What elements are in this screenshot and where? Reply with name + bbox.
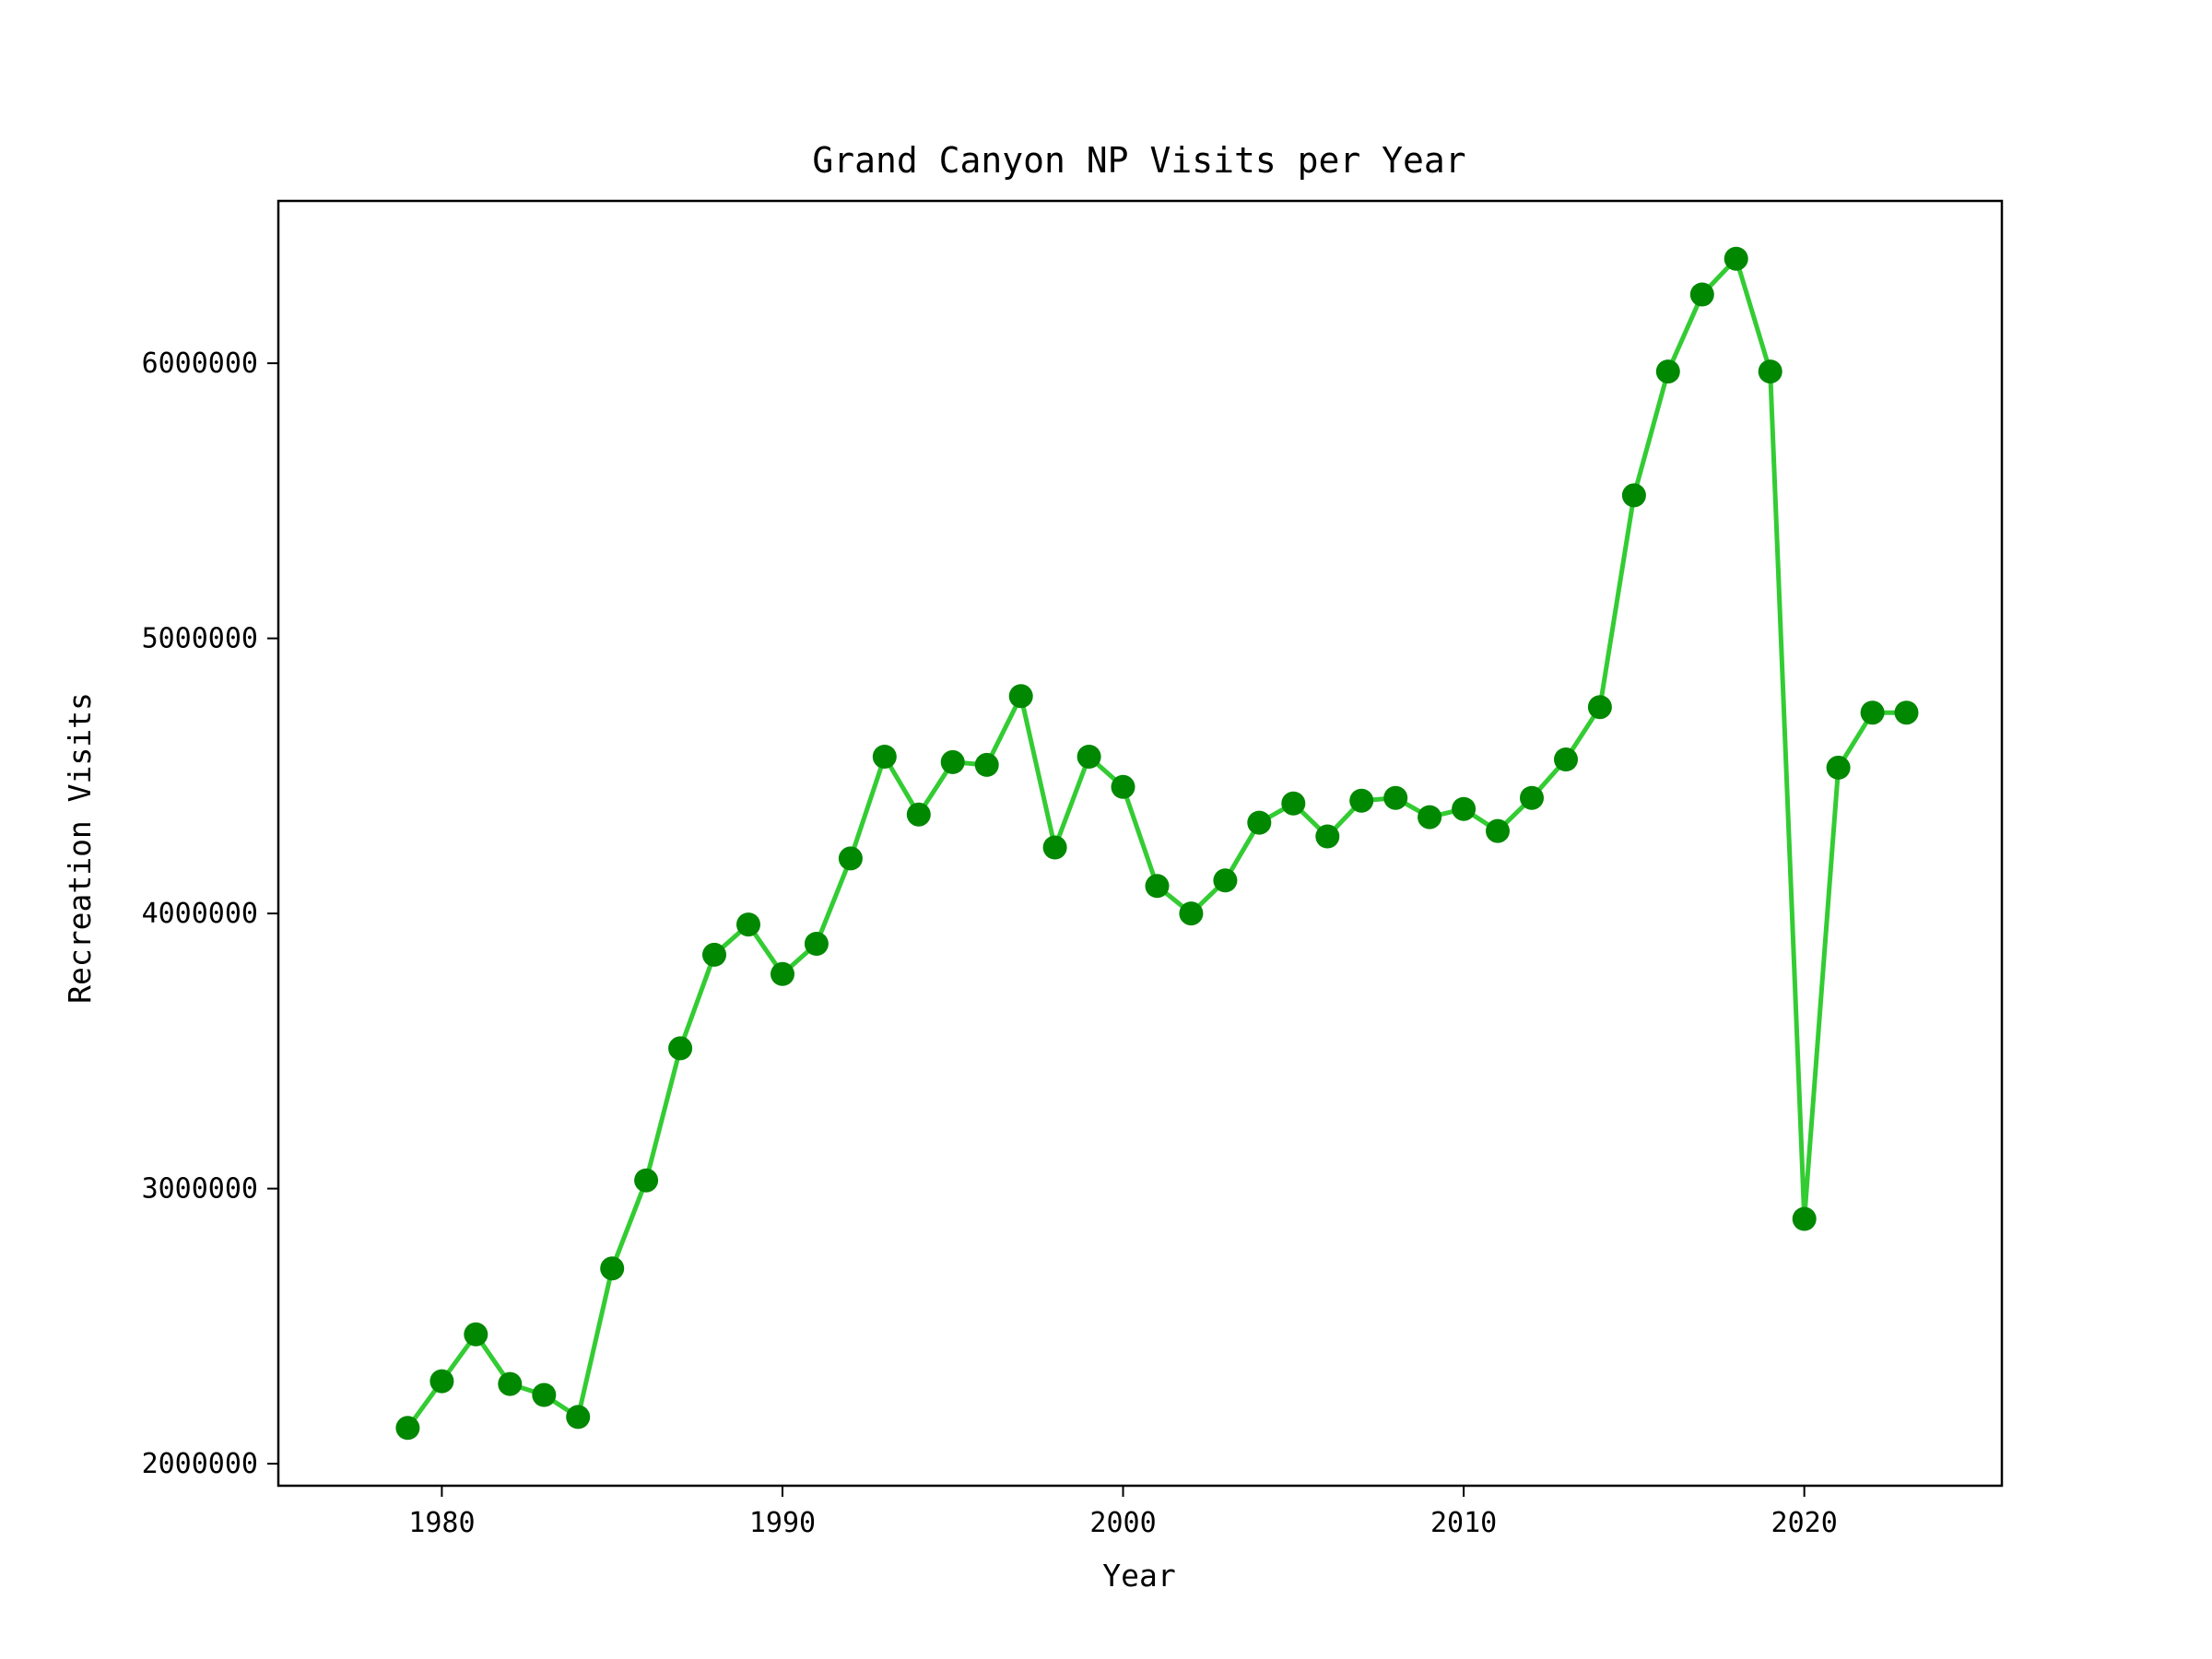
data-point [906,802,931,827]
data-point [532,1382,557,1407]
plot-area-frame [276,199,2004,1488]
y-tick-label: 4000000 [142,898,258,930]
y-tick-label: 2000000 [142,1448,258,1480]
data-point [1621,483,1646,508]
data-point [1587,695,1612,720]
data-point [1008,684,1033,709]
data-point [702,942,726,967]
data-point [1554,747,1578,771]
y-axis-label: Recreation Visits [62,692,98,1004]
data-point [1281,791,1306,816]
data-point [668,1036,693,1061]
data-point [464,1322,488,1347]
data-point [1689,282,1714,307]
data-point [1349,788,1374,813]
data-point [1758,359,1783,384]
data-point [1655,359,1680,384]
data-point [566,1405,591,1430]
data-point [1486,818,1510,843]
data-point [1418,805,1442,830]
y-axis-ticks: 2000000 3000000 4000000 5000000 6000000 [142,347,278,1480]
data-point [804,932,829,956]
data-point [429,1369,454,1394]
data-point [395,1416,420,1441]
data-point [634,1168,659,1193]
x-tick-label: 2010 [1430,1507,1497,1539]
data-point [1145,874,1170,899]
data-point [1315,824,1340,849]
y-tick-label: 5000000 [142,623,258,655]
data-point [1792,1206,1817,1231]
data-point [1077,745,1101,769]
x-tick-label: 1990 [749,1507,816,1539]
data-point [1111,774,1135,799]
data-point [1179,901,1204,926]
data-point [1860,700,1885,725]
x-tick-label: 1980 [408,1507,475,1539]
data-point [1452,796,1477,821]
data-point [600,1256,625,1281]
data-point [1520,785,1544,810]
data-point [1383,785,1408,810]
data-point [1213,868,1238,893]
data-point [1894,700,1919,725]
data-point [498,1371,523,1396]
data-point [838,846,863,871]
chart-title: Grand Canyon NP Visits per Year [812,140,1465,181]
series-layer [395,246,1919,1441]
x-tick-label: 2000 [1089,1507,1156,1539]
data-point [974,752,999,777]
data-point [940,749,965,774]
data-point [1724,246,1748,271]
data-point [1826,755,1851,780]
x-tick-label: 2020 [1771,1507,1838,1539]
x-axis-label: Year [1102,1558,1175,1594]
y-tick-label: 3000000 [142,1173,258,1206]
y-tick-label: 6000000 [142,347,258,380]
x-axis-ticks: 1980 1990 2000 2010 2020 [408,1486,1838,1539]
data-point [872,745,897,769]
data-point [736,912,760,937]
data-point [771,961,794,986]
data-point [1042,835,1067,860]
data-point [1247,810,1272,835]
